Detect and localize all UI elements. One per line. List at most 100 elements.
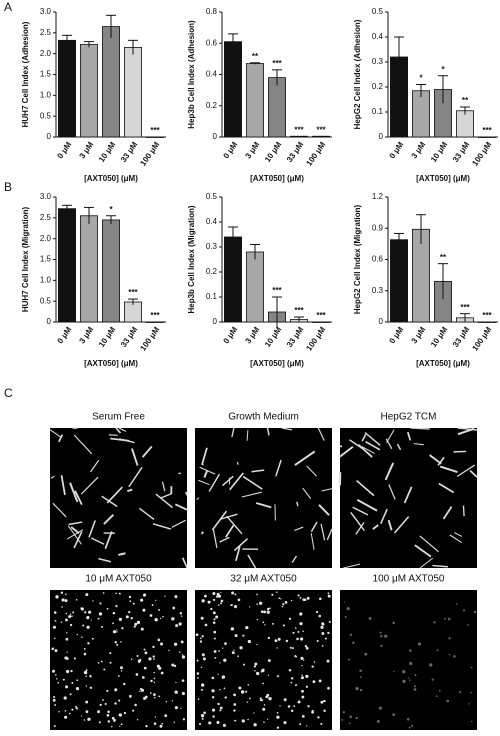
cell-spot	[173, 721, 176, 723]
significance-label: ***	[150, 311, 160, 320]
cell-spot	[295, 656, 298, 658]
cell-spot	[153, 671, 155, 674]
cell-spot	[81, 715, 83, 717]
vessel-segment	[318, 504, 330, 516]
micrograph	[340, 590, 477, 730]
y-tick-label: 0.3	[372, 57, 384, 66]
x-tick-label: 0 μM	[222, 140, 240, 160]
bar	[290, 135, 308, 138]
vessel-segment	[294, 450, 316, 466]
cell-spot	[152, 645, 155, 649]
cell-spot	[297, 594, 300, 597]
vessel-segment	[419, 535, 439, 553]
vessel-segment	[372, 524, 379, 530]
cell-spot	[143, 666, 147, 670]
cell-spot	[243, 663, 246, 666]
cell-spot	[152, 655, 155, 658]
vessel-segment	[141, 445, 153, 458]
vessel-segment	[321, 488, 333, 492]
bar	[124, 47, 142, 138]
cell-spot	[174, 706, 178, 710]
cell-spot	[87, 642, 90, 645]
cell-spot	[159, 617, 162, 620]
cell-spot	[290, 709, 294, 713]
cell-spot	[204, 623, 208, 627]
bar	[58, 39, 76, 138]
cell-spot	[97, 662, 100, 664]
cell-spot	[259, 697, 262, 700]
y-tick-label: 0	[213, 317, 218, 326]
cell-spot	[178, 622, 182, 626]
cell-spot	[349, 633, 353, 636]
cell-spot	[473, 610, 477, 614]
cell-spot	[268, 696, 272, 701]
significance-label: ***	[150, 126, 160, 135]
vessel-segment	[235, 546, 241, 562]
vessel-segment	[211, 510, 228, 531]
cell-spot	[153, 722, 157, 725]
cell-spot	[417, 642, 422, 646]
vessel-segment	[438, 482, 455, 494]
cell-spot	[128, 595, 132, 599]
cell-spot	[153, 658, 155, 660]
cell-spot	[102, 592, 105, 594]
cell-spot	[181, 654, 184, 656]
cell-spot	[180, 615, 183, 617]
cell-spot	[197, 698, 200, 701]
cell-spot	[212, 591, 216, 595]
cell-spot	[69, 693, 72, 696]
cell-spot	[234, 634, 238, 638]
vessel-segment	[236, 461, 239, 465]
cell-spot	[53, 695, 56, 699]
image-caption: 100 μM AXT050	[373, 574, 445, 585]
vessel-segment	[208, 473, 221, 492]
cell-spot	[68, 615, 72, 619]
cell-spot	[344, 615, 347, 618]
x-tick-label: 100 μM	[470, 140, 493, 168]
vessel-segment	[352, 506, 369, 516]
x-tick-label: 0 μM	[56, 140, 74, 160]
cell-spot	[462, 609, 466, 612]
cell-spot	[149, 614, 153, 617]
cell-spot	[262, 668, 265, 671]
vessel-segment	[219, 536, 230, 543]
x-axis-label: [AXT050] (μM)	[416, 359, 470, 368]
bar	[478, 136, 496, 138]
bar	[146, 136, 164, 138]
cell-spot	[290, 681, 293, 684]
cell-spot	[137, 659, 141, 663]
error-bar	[460, 106, 470, 115]
vessel-segment	[247, 554, 257, 569]
cell-spot	[211, 676, 215, 680]
cell-spot	[132, 602, 135, 605]
vessel-segment	[115, 427, 122, 434]
x-tick-label: 33 μM	[119, 140, 140, 164]
cell-spot	[301, 714, 305, 718]
cell-spot	[98, 721, 101, 724]
cell-spot	[276, 675, 280, 678]
cell-spot	[109, 652, 112, 655]
x-tick-label: 100 μM	[470, 325, 493, 353]
cell-spot	[75, 598, 78, 601]
cell-spot	[262, 707, 266, 711]
cell-spot	[142, 676, 145, 679]
cell-spot	[118, 592, 121, 595]
cell-spot	[328, 620, 331, 623]
cell-spot	[470, 691, 472, 694]
cell-spot	[407, 677, 409, 679]
x-tick-label: 10 μM	[263, 140, 284, 164]
vessel-segment	[339, 445, 354, 458]
cell-spot	[60, 621, 63, 623]
vessel-segment	[396, 443, 402, 451]
y-tick-label: 0.2	[206, 101, 218, 110]
cell-spot	[172, 606, 176, 610]
cell-spot	[213, 650, 217, 653]
error-bar	[416, 214, 426, 244]
cell-spot	[150, 679, 153, 683]
cell-spot	[266, 610, 270, 614]
vessel-segment	[281, 427, 293, 431]
vessel-segment	[127, 488, 133, 493]
cell-spot	[263, 610, 267, 614]
micrograph-background	[50, 428, 187, 568]
cell-spot	[154, 618, 158, 622]
